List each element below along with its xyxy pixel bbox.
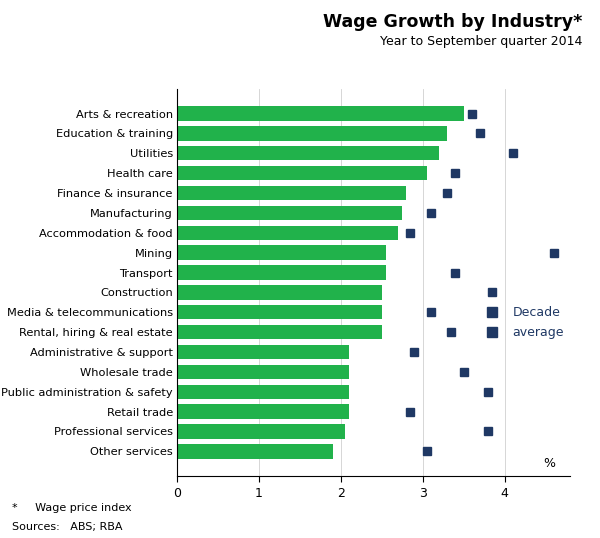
Bar <box>177 225 398 240</box>
Bar <box>177 365 349 379</box>
Bar <box>177 325 382 339</box>
Bar <box>177 345 349 359</box>
Text: Wage Growth by Industry*: Wage Growth by Industry* <box>323 13 582 31</box>
Bar <box>177 186 406 200</box>
Bar <box>177 206 402 220</box>
Text: Year to September quarter 2014: Year to September quarter 2014 <box>380 35 582 48</box>
Text: Sources:   ABS; RBA: Sources: ABS; RBA <box>12 522 122 532</box>
Text: average: average <box>512 325 564 338</box>
Bar <box>177 385 349 399</box>
Text: Decade: Decade <box>512 306 560 318</box>
Bar <box>177 424 345 438</box>
Bar <box>177 245 386 260</box>
Bar <box>177 166 427 180</box>
Bar <box>177 146 439 160</box>
Bar <box>177 444 332 458</box>
Text: %: % <box>544 457 556 470</box>
Bar <box>177 405 349 419</box>
Bar <box>177 285 382 300</box>
Text: *     Wage price index: * Wage price index <box>12 503 131 513</box>
Bar <box>177 126 447 140</box>
Bar <box>177 305 382 320</box>
Bar <box>177 265 386 280</box>
Bar <box>177 107 464 121</box>
